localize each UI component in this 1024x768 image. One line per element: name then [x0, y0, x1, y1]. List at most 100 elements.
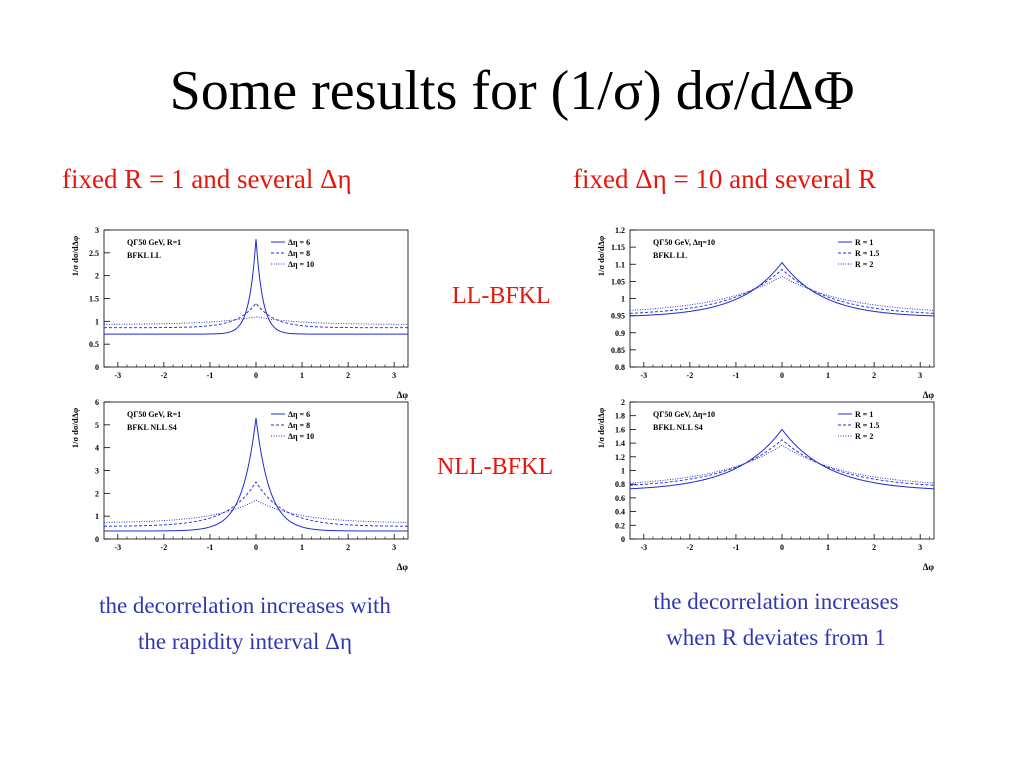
legend-label: Δη = 6: [288, 410, 310, 419]
x-tick-label: 0: [780, 371, 784, 380]
x-tick-label: 1: [826, 371, 830, 380]
y-tick-label: 4: [95, 444, 99, 453]
right-note-line1: the decorrelation increases: [653, 589, 899, 614]
legend-label: R = 2: [855, 260, 873, 269]
y-tick-label: 0: [621, 535, 625, 544]
y-tick-label: 3: [95, 226, 99, 235]
x-tick-label: 2: [346, 371, 350, 380]
y-tick-label: 0.2: [615, 521, 625, 530]
chart-info-line1: QΓ50 GeV, R=1: [127, 410, 181, 419]
left-conclusion-note: the decorrelation increases with the rap…: [40, 588, 450, 660]
x-tick-label: 2: [346, 543, 350, 552]
y-tick-label: 1.6: [615, 425, 625, 434]
y-tick-label: 0.6: [615, 494, 625, 503]
x-tick-label: -3: [114, 543, 121, 552]
y-tick-label: 0.85: [611, 346, 625, 355]
chart-svg: -3 -2 -1 0 1 2 3 0 1 2 3 4 5 6 1/σ dσ/dΔφ Δφ QΓ50 GeV, R…: [70, 398, 409, 572]
series-line: [104, 239, 408, 335]
x-tick-label: 1: [300, 371, 304, 380]
y-tick-label: 1.1: [615, 260, 625, 269]
y-tick-label: 1.05: [611, 277, 625, 286]
x-axis-label: Δφ: [923, 390, 935, 400]
x-tick-label: -2: [687, 371, 694, 380]
y-tick-label: 0.95: [611, 312, 625, 321]
left-column-heading: fixed R = 1 and several Δη: [62, 164, 352, 194]
chart-ll-r: -3 -2 -1 0 1 2 3 0.8 0.85 0.9 0.95 1 1.05 1.1 1.15 1.2 1…: [586, 222, 946, 402]
legend-label: Δη = 6: [288, 238, 310, 247]
y-tick-label: 1.4: [615, 439, 625, 448]
y-tick-label: 2: [95, 272, 99, 281]
series-line: [104, 302, 408, 329]
chart-info-line1: QΓ50 GeV, R=1: [127, 238, 181, 247]
nll-bfkl-label: NLL-BFKL: [437, 454, 553, 480]
chart-nll-r: -3 -2 -1 0 1 2 3 0 0.2 0.4 0.6 0.8 1 1.2 1.4 1.6 1.8 2 1/σ…: [586, 394, 946, 574]
y-tick-label: 0.9: [615, 329, 625, 338]
y-tick-label: 1: [621, 467, 625, 476]
x-tick-label: 0: [780, 543, 784, 552]
y-tick-label: 1: [95, 317, 99, 326]
y-tick-label: 6: [95, 398, 99, 407]
right-conclusion-note: the decorrelation increases when R devia…: [586, 584, 966, 656]
y-tick-label: 0.8: [615, 480, 625, 489]
series-line: [103, 499, 409, 523]
chart-ll-eta: -3 -2 -1 0 1 2 3 0 0.5 1 1.5 2 2.5 3 1/σ dσ/dΔφ Δφ QΓ50 …: [60, 222, 420, 402]
series-line: [629, 444, 935, 484]
y-tick-label: 0.5: [89, 340, 99, 349]
legend-label: Δη = 8: [288, 421, 310, 430]
y-tick-label: 1.15: [611, 243, 625, 252]
chart-svg: -3 -2 -1 0 1 2 3 0 0.2 0.4 0.6 0.8 1 1.2 1.4 1.6 1.8 2 1/σ…: [596, 398, 935, 572]
x-tick-label: 1: [826, 543, 830, 552]
x-axis-label: Δφ: [397, 562, 409, 572]
y-tick-label: 1.5: [89, 295, 99, 304]
y-tick-label: 3: [95, 467, 99, 476]
y-tick-label: 1: [621, 295, 625, 304]
chart-nll-eta: -3 -2 -1 0 1 2 3 0 1 2 3 4 5 6 1/σ dσ/dΔφ Δφ QΓ50 GeV, R…: [60, 394, 420, 574]
left-note-line1: the decorrelation increases with: [99, 593, 391, 618]
x-tick-label: -2: [161, 371, 168, 380]
y-tick-label: 0: [95, 363, 99, 372]
chart-svg: -3 -2 -1 0 1 2 3 0.8 0.85 0.9 0.95 1 1.05 1.1 1.15 1.2 1…: [596, 226, 935, 400]
y-axis-label: 1/σ dσ/dΔφ: [596, 236, 606, 276]
series-line: [629, 261, 935, 317]
slide-title: Some results for (1/σ) dσ/dΔΦ: [169, 60, 855, 122]
x-tick-label: -1: [733, 543, 740, 552]
y-tick-label: 2: [621, 398, 625, 407]
legend-label: Δη = 10: [288, 260, 314, 269]
x-tick-label: 2: [872, 371, 876, 380]
x-tick-label: 3: [918, 371, 922, 380]
x-tick-label: 0: [254, 371, 258, 380]
y-axis-label: 1/σ dσ/dΔφ: [70, 236, 80, 276]
x-tick-label: 1: [300, 543, 304, 552]
legend-label: R = 1: [855, 410, 873, 419]
series-line: [629, 439, 935, 486]
series-line: [629, 428, 935, 490]
x-tick-label: -1: [733, 371, 740, 380]
x-tick-label: -1: [207, 371, 214, 380]
chart-info-line1: QΓ50 GeV, Δη=10: [653, 238, 715, 247]
y-tick-label: 0: [95, 535, 99, 544]
legend-label: R = 1: [855, 238, 873, 247]
x-axis-label: Δφ: [923, 562, 935, 572]
x-tick-label: 0: [254, 543, 258, 552]
chart-info-line2: BFKL LL: [127, 251, 161, 260]
y-tick-label: 5: [95, 421, 99, 430]
x-tick-label: 3: [392, 371, 396, 380]
x-tick-label: -3: [640, 543, 647, 552]
series-line: [103, 481, 409, 527]
y-tick-label: 1: [95, 512, 99, 521]
legend-label: R = 1.5: [855, 249, 879, 258]
x-tick-label: 3: [392, 543, 396, 552]
x-tick-label: 3: [918, 543, 922, 552]
chart-info-line1: QΓ50 GeV, Δη=10: [653, 410, 715, 419]
left-note-line2: the rapidity interval Δη: [138, 629, 352, 654]
legend-label: Δη = 8: [288, 249, 310, 258]
x-tick-label: -2: [161, 543, 168, 552]
y-tick-label: 2.5: [89, 249, 99, 258]
series-line: [104, 316, 408, 325]
right-note-line2: when R deviates from 1: [666, 625, 886, 650]
series-line: [629, 268, 935, 314]
y-axis-label: 1/σ dσ/dΔφ: [596, 408, 606, 448]
x-axis-label: Δφ: [397, 390, 409, 400]
y-tick-label: 1.8: [615, 412, 625, 421]
x-tick-label: -1: [207, 543, 214, 552]
